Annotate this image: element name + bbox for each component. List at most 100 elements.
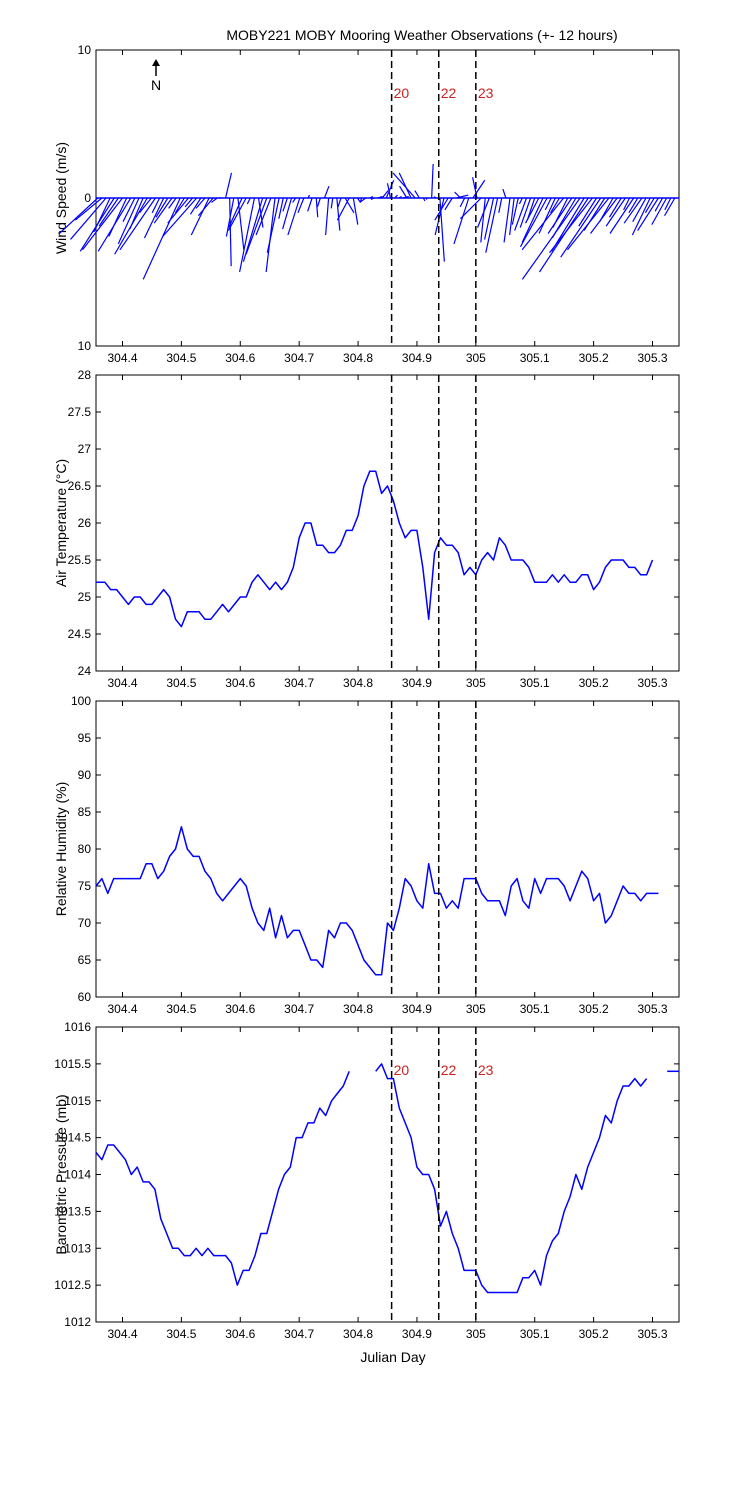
- wind-stick: [663, 197, 676, 217]
- y-tick-label: 1014.5: [54, 1131, 91, 1145]
- plot-frame: [95, 700, 680, 998]
- wind-stick: [511, 197, 519, 225]
- x-tick-label: 304.9: [402, 351, 432, 365]
- x-tick-label: 304.5: [166, 1002, 196, 1016]
- x-tick-label: 304.6: [225, 1327, 255, 1341]
- x-tick-label: 304.8: [343, 1327, 373, 1341]
- wind-stick: [472, 179, 486, 199]
- wind-stick: [399, 185, 408, 199]
- wind-stick: [117, 197, 140, 245]
- north-arrow-icon: [152, 59, 160, 66]
- wind-stick: [266, 197, 280, 253]
- wind-stick: [521, 197, 581, 280]
- y-tick-label: 70: [78, 916, 92, 930]
- y-tick-label: 1013.5: [54, 1204, 91, 1218]
- wind-stick: [70, 197, 107, 240]
- wind-stick: [503, 197, 511, 243]
- x-tick-label: 304.4: [107, 1327, 137, 1341]
- wind-stick: [521, 197, 565, 251]
- wind-stick: [509, 197, 515, 236]
- wind-stick: [459, 197, 482, 220]
- wind-stick: [434, 197, 449, 221]
- wind-stick: [664, 197, 672, 211]
- wind-stick: [628, 197, 639, 214]
- wind-stick: [315, 197, 319, 218]
- wind-stick: [632, 197, 647, 222]
- event-label: 20: [394, 1062, 410, 1078]
- wind-stick: [282, 197, 293, 230]
- wind-stick: [74, 197, 103, 221]
- x-tick-label: 304.9: [402, 676, 432, 690]
- wind-stick: [394, 194, 398, 199]
- event-label: 20: [394, 85, 410, 101]
- wind-stick: [369, 195, 374, 199]
- x-tick-label: 304.7: [284, 1002, 314, 1016]
- wind-stick: [439, 197, 445, 262]
- x-tick-label: 304.9: [402, 1002, 432, 1016]
- x-tick-label: 305: [466, 1327, 486, 1341]
- wind-stick: [623, 197, 643, 224]
- wind-stick: [651, 197, 668, 225]
- wind-stick: [307, 197, 313, 212]
- plot-frame: [95, 1026, 680, 1323]
- wind-stick: [224, 172, 233, 199]
- x-tick-label: 304.5: [166, 1327, 196, 1341]
- wind-stick: [578, 197, 598, 227]
- wind-stick: [168, 197, 177, 209]
- wind-stick: [444, 197, 453, 211]
- wind-stick: [79, 197, 115, 252]
- wind-stick: [336, 197, 350, 221]
- wind-stick: [122, 197, 136, 222]
- wind-stick: [637, 197, 659, 231]
- wind-stick: [544, 197, 552, 211]
- wind-stick: [344, 197, 355, 214]
- wind-stick: [119, 197, 156, 251]
- y-tick-label: 10: [78, 43, 92, 57]
- plot-frame: [95, 374, 680, 672]
- wind-stick: [459, 197, 466, 208]
- north-arrow: N: [151, 59, 161, 93]
- x-tick-label: 305.1: [520, 351, 550, 365]
- wind-stick: [237, 197, 245, 250]
- wind-stick: [325, 197, 330, 236]
- wind-stick: [550, 197, 560, 214]
- y-tick-label: 1013: [64, 1241, 91, 1255]
- y-tick-label: 25.5: [68, 553, 92, 567]
- wind-stick: [385, 180, 395, 199]
- wind-stick: [337, 197, 342, 208]
- y-tick-label: 85: [78, 805, 92, 819]
- x-tick-label: 304.6: [225, 351, 255, 365]
- y-tick-label: 26.5: [68, 479, 92, 493]
- wind-stick: [456, 194, 469, 199]
- wind-stick: [174, 197, 185, 214]
- y-tick-label: 1014: [64, 1168, 91, 1182]
- x-tick-label: 304.9: [402, 1327, 432, 1341]
- wind-stick: [608, 197, 622, 218]
- y-tick-label: 27: [78, 442, 92, 456]
- wind-stick: [197, 197, 214, 217]
- wind-stick: [228, 197, 243, 228]
- wind-stick: [453, 197, 470, 245]
- y-tick-label: 10: [78, 339, 92, 353]
- wind-stick: [631, 197, 651, 236]
- y-tick-label: 65: [78, 953, 92, 967]
- wind-stick: [195, 197, 206, 209]
- series-line: [95, 1071, 350, 1286]
- x-tick-label: 305.1: [520, 676, 550, 690]
- wind-stick: [454, 191, 461, 199]
- wind-stick: [155, 197, 169, 218]
- wind-stick: [519, 197, 532, 228]
- x-tick-label: 304.8: [343, 351, 373, 365]
- wind-stick: [162, 197, 198, 237]
- y-axis-label: Air Temperature (°C): [53, 459, 69, 587]
- y-axis-label: Relative Humidity (%): [53, 782, 69, 917]
- series-line: [96, 470, 654, 628]
- y-tick-label: 1016: [64, 1020, 91, 1034]
- series-line: [375, 1063, 648, 1294]
- wind-stick: [538, 197, 556, 234]
- wind-stick: [484, 197, 495, 240]
- x-tick-label: 305: [466, 351, 486, 365]
- wind-stick: [567, 197, 610, 251]
- wind-stick: [287, 197, 301, 236]
- wind-stick: [359, 197, 367, 203]
